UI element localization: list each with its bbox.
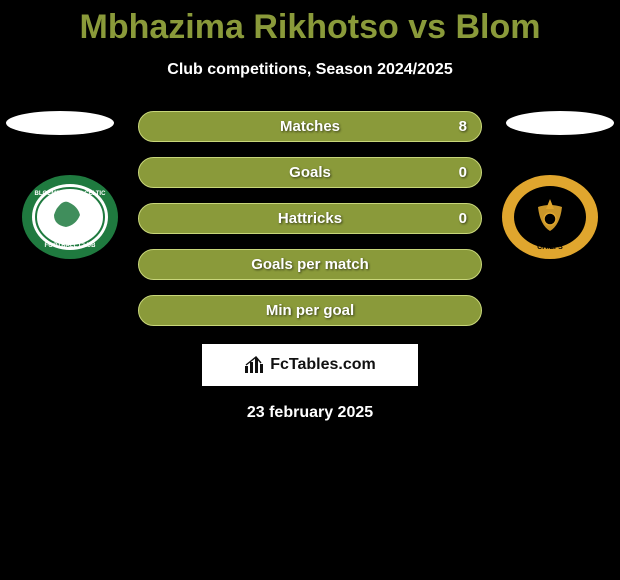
left-club-badge: BLOEMFONTEIN CELTIC FOOTBALL CLUB xyxy=(20,173,120,261)
attribution-text: FcTables.com xyxy=(270,356,376,374)
shield-icon: KAIZER CHIEFS xyxy=(500,173,600,261)
stat-bar-goals: Goals 0 xyxy=(138,157,482,188)
right-club-badge: KAIZER CHIEFS xyxy=(500,173,600,261)
stat-label: Hattricks xyxy=(278,210,342,227)
date-label: 23 february 2025 xyxy=(0,404,620,422)
stat-label: Goals per match xyxy=(251,256,369,273)
svg-text:FOOTBALL CLUB: FOOTBALL CLUB xyxy=(45,243,97,249)
page-title: Mbhazima Rikhotso vs Blom xyxy=(0,0,620,47)
stat-label: Matches xyxy=(280,118,340,135)
left-player-avatar-placeholder xyxy=(6,111,114,135)
stat-label: Goals xyxy=(289,164,331,181)
stat-value-right: 8 xyxy=(459,118,467,135)
attribution-box: FcTables.com xyxy=(202,344,418,386)
svg-text:KAIZER: KAIZER xyxy=(537,188,563,195)
bar-chart-icon xyxy=(244,356,264,374)
stat-bar-min-per-goal: Min per goal xyxy=(138,295,482,326)
stat-bar-hattricks: Hattricks 0 xyxy=(138,203,482,234)
stat-bar-matches: Matches 8 xyxy=(138,111,482,142)
svg-text:CHIEFS: CHIEFS xyxy=(537,244,563,251)
comparison-panel: BLOEMFONTEIN CELTIC FOOTBALL CLUB KAIZER… xyxy=(0,111,620,422)
shield-icon: BLOEMFONTEIN CELTIC FOOTBALL CLUB xyxy=(20,173,120,261)
svg-text:BLOEMFONTEIN CELTIC: BLOEMFONTEIN CELTIC xyxy=(35,191,107,197)
page-subtitle: Club competitions, Season 2024/2025 xyxy=(0,61,620,79)
right-player-avatar-placeholder xyxy=(506,111,614,135)
stat-label: Min per goal xyxy=(266,302,354,319)
stat-bar-goals-per-match: Goals per match xyxy=(138,249,482,280)
stat-value-right: 0 xyxy=(459,210,467,227)
stat-value-right: 0 xyxy=(459,164,467,181)
stat-bars: Matches 8 Goals 0 Hattricks 0 Goals per … xyxy=(138,111,482,326)
